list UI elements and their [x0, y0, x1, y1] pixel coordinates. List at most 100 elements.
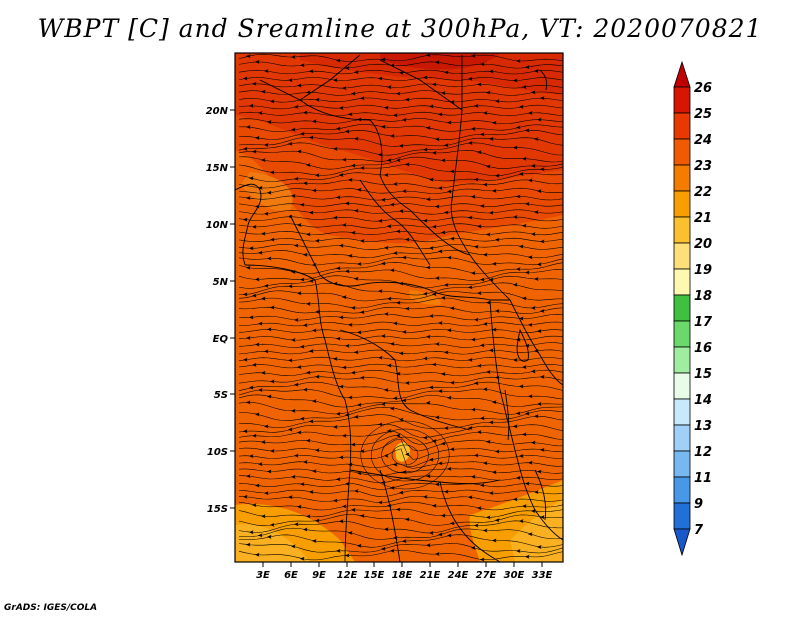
- streamline-arrow: [525, 481, 530, 486]
- shaded-field: [235, 53, 563, 562]
- lon-tick-4: 15E: [364, 562, 385, 581]
- streamline-arrow: [528, 111, 533, 116]
- streamline: [238, 461, 563, 469]
- border-car-drc: [359, 281, 510, 301]
- streamline-arrow: [267, 120, 272, 125]
- streamline-arrow: [270, 170, 275, 175]
- streamline-arrow: [261, 440, 266, 445]
- streamline-arrow: [522, 432, 527, 437]
- streamline-arrow: [336, 266, 341, 271]
- border-chad-car: [359, 179, 431, 266]
- streamline-arrow: [519, 384, 524, 389]
- streamline-arrow: [489, 348, 494, 353]
- streamline-arrow: [396, 229, 401, 234]
- streamline-arrow: [528, 460, 533, 465]
- streamline: [238, 381, 563, 393]
- streamline-arrow: [480, 483, 485, 488]
- streamline-arrow: [516, 548, 521, 553]
- streamline: [238, 527, 563, 540]
- streamline-arrow: [261, 158, 266, 163]
- streamline-arrow: [537, 117, 542, 122]
- streamline-arrow: [537, 402, 542, 407]
- streamline-arrow: [423, 75, 428, 80]
- streamline-arrow: [540, 374, 545, 379]
- streamline-arrow: [489, 491, 494, 496]
- streamline-arrow: [489, 420, 494, 425]
- streamline-arrow: [261, 89, 266, 94]
- colorbar-bottom-arrow: [673, 528, 691, 557]
- streamline: [238, 111, 563, 117]
- streamline-arrow: [492, 470, 497, 475]
- streamline-arrow: [423, 356, 428, 361]
- streamline: [238, 514, 563, 526]
- streamline-arrow: [255, 277, 260, 282]
- streamline-arrow: [339, 455, 344, 460]
- streamline-arrow: [351, 305, 356, 310]
- streamline-arrow: [243, 217, 248, 222]
- streamline-arrow: [513, 78, 518, 83]
- streamline-arrow: [528, 394, 533, 399]
- streamline-arrow: [474, 523, 479, 528]
- colorbar-label: 16: [694, 341, 712, 356]
- streamline-arrow: [480, 62, 485, 67]
- streamline-arrow: [525, 554, 530, 559]
- streamline-arrow: [348, 322, 353, 327]
- streamline: [239, 534, 563, 548]
- streamline: [238, 508, 563, 518]
- streamline-arrow: [489, 136, 494, 141]
- streamline: [238, 237, 563, 243]
- streamline-arrow: [519, 316, 524, 321]
- streamline-arrow: [519, 519, 524, 524]
- streamline-arrow: [423, 494, 428, 499]
- streamline-arrow: [333, 146, 338, 151]
- streamline-arrow: [522, 85, 527, 90]
- streamline-arrow: [435, 276, 440, 281]
- streamline-arrow: [492, 400, 497, 405]
- streamline-arrow: [402, 255, 407, 260]
- chart-title: WBPT [C] and Sreamline at 300hPa, VT: 20…: [37, 14, 763, 43]
- streamline-arrow: [477, 82, 482, 87]
- streamline-arrow: [516, 475, 521, 480]
- lon-tick-label: 15E: [364, 570, 385, 581]
- streamline-arrow: [492, 538, 497, 543]
- colorbar-box: [673, 294, 691, 322]
- streamline-arrow: [315, 97, 320, 102]
- streamline-arrow: [345, 481, 350, 486]
- streamline-arrow: [384, 245, 389, 250]
- streamline-arrow: [294, 317, 299, 322]
- streamline-arrow: [255, 135, 260, 140]
- streamline-arrow: [288, 427, 293, 432]
- streamline-arrow: [516, 58, 521, 63]
- border-sahara-b: [299, 99, 411, 211]
- streamline-arrow: [483, 387, 488, 392]
- streamline-arrow: [516, 267, 521, 272]
- streamline-arrow: [522, 156, 527, 161]
- streamline: [238, 142, 563, 156]
- streamline-arrow: [471, 194, 476, 199]
- streamline-arrow: [450, 306, 455, 311]
- streamline-arrow: [261, 231, 266, 236]
- colorbar-box: [673, 398, 691, 426]
- coastline-east-africa: [509, 299, 563, 386]
- coast-red-sea: [539, 69, 548, 91]
- streamline-arrow: [294, 382, 299, 387]
- streamline-arrow: [432, 82, 437, 87]
- streamline-arrow: [354, 350, 359, 355]
- lat-tick-5: 5S: [214, 390, 235, 401]
- streamline-arrow: [432, 439, 437, 444]
- streamline-arrow: [471, 407, 476, 412]
- streamline-arrow: [429, 104, 434, 109]
- streamline-arrow: [270, 237, 275, 242]
- streamline-arrow: [309, 278, 314, 283]
- streamline-arrow: [531, 508, 536, 513]
- streamline-arrow: [297, 223, 302, 228]
- colorbar-box: [673, 190, 691, 218]
- streamline-arrow: [486, 439, 491, 444]
- streamline-arrow: [264, 69, 269, 74]
- streamline-arrow: [300, 63, 305, 68]
- streamline-arrow: [360, 310, 365, 315]
- streamline-arrow: [378, 76, 383, 81]
- streamline-arrow: [336, 126, 341, 131]
- streamline-arrow: [441, 158, 446, 163]
- streamline-arrow: [342, 86, 347, 91]
